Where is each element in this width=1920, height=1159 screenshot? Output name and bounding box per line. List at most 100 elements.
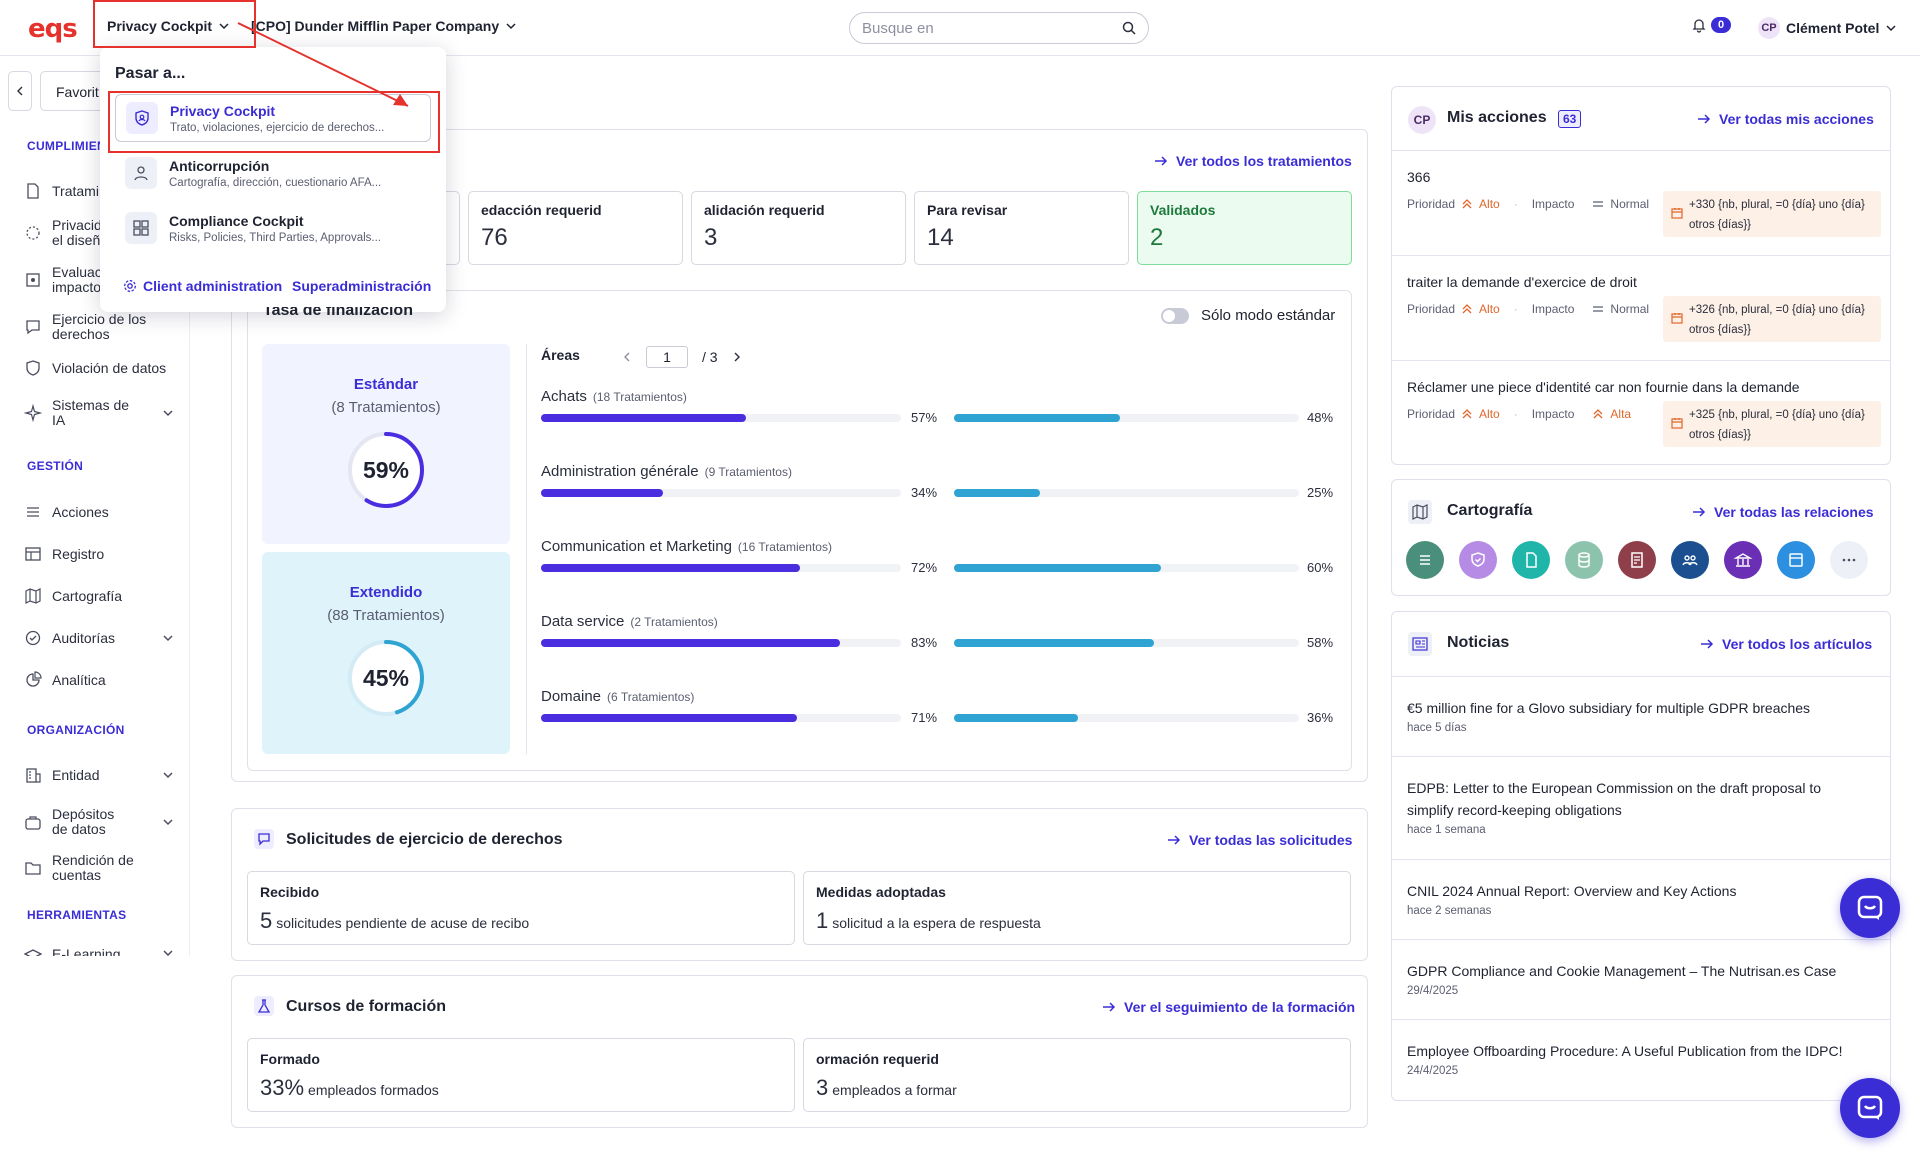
training-required-box[interactable]: ormación requerid 3 empleados a formar <box>803 1038 1351 1112</box>
superadministration-link[interactable]: Superadministración <box>292 278 432 294</box>
trained-box[interactable]: Formado 33% empleados formados <box>247 1038 795 1112</box>
database-icon[interactable] <box>1565 541 1603 579</box>
sidebar-item-acciones[interactable]: Acciones <box>24 503 174 521</box>
dropdown-item-privacy-cockpit[interactable]: Privacy Cockpit Trato, violaciones, ejerc… <box>115 94 431 142</box>
view-all-actions-link[interactable]: Ver todas mis acciones <box>1697 111 1874 127</box>
help-chat-button[interactable] <box>1840 878 1900 938</box>
action-deadline-text: +325 {nb, plural, =0 {día} uno {día} otr… <box>1689 409 1865 441</box>
area-extended-fill <box>954 714 1079 722</box>
page-total: / 3 <box>702 349 718 365</box>
stat-value: 14 <box>927 224 954 251</box>
avatar: CP <box>1408 106 1436 134</box>
sidebar-item-tratamientos[interactable]: Tratami <box>24 182 174 200</box>
stat-redaccion-requerida[interactable]: edacción requerid 76 <box>468 191 683 265</box>
chevron-right-icon[interactable] <box>732 352 742 362</box>
view-all-requests-link[interactable]: Ver todas las solicitudes <box>1167 832 1352 848</box>
area-row[interactable]: Domaine (6 Tratamientos) 71% 36% <box>541 688 1333 728</box>
sidebar-item-registro[interactable]: Registro <box>24 545 174 563</box>
action-deadline-text: +326 {nb, plural, =0 {día} uno {día} otr… <box>1689 304 1865 336</box>
area-standard-percent: 34% <box>911 485 938 500</box>
search-icon[interactable] <box>1122 21 1136 35</box>
page-input[interactable]: 1 <box>646 346 688 368</box>
bell-icon[interactable] <box>1691 17 1707 33</box>
standard-mode-toggle-row: Sólo modo estándar <box>1161 307 1335 324</box>
user-menu[interactable]: CP Clément Potel <box>1758 17 1897 39</box>
sidebar-item-label: Entidad <box>52 766 100 783</box>
client-administration-link[interactable]: Client administration <box>123 278 282 294</box>
stat-validados[interactable]: Validados 2 <box>1137 191 1352 265</box>
sidebar-item-label: Analítica <box>52 671 106 688</box>
impact-value: Normal <box>1610 197 1650 211</box>
notifications[interactable]: 0 <box>1691 17 1732 33</box>
news-item[interactable]: CNIL 2024 Annual Report: Overview and Ke… <box>1391 859 1891 939</box>
action-item[interactable]: traiter la demande d'exercice de droit Pr… <box>1391 255 1891 360</box>
sidebar-item-analitica[interactable]: Analítica <box>24 671 174 689</box>
news-item[interactable]: EDPB: Letter to the European Commission … <box>1391 756 1891 859</box>
requests-received-box[interactable]: Recibido 5 solicitudes pendiente de acuse… <box>247 871 795 945</box>
institution-icon[interactable] <box>1724 541 1762 579</box>
sidebar-item-evaluacion-impacto[interactable]: Evaluac impacto <box>24 265 174 295</box>
annotation-highlight-privacy-cockpit <box>108 91 440 153</box>
action-item[interactable]: Réclamer une piece d'identité car non fo… <box>1391 360 1891 465</box>
chevron-down-icon <box>163 410 173 417</box>
news-item[interactable]: GDPR Compliance and Cookie Management – … <box>1391 939 1891 1019</box>
area-row[interactable]: Administration générale (9 Tratamientos) 3… <box>541 463 1333 503</box>
extended-subtitle: (88 Tratamientos) <box>327 607 445 624</box>
area-row[interactable]: Communication et Marketing (16 Tratamient… <box>541 538 1333 578</box>
trained-label: Formado <box>260 1051 320 1067</box>
priority-label: Prioridad <box>1407 197 1456 211</box>
news-item[interactable]: Employee Offboarding Procedure: A Useful… <box>1391 1019 1891 1101</box>
standard-percent: 59% <box>362 457 410 483</box>
window-icon[interactable] <box>1777 541 1815 579</box>
action-meta: Prioridad Alto · Impacto Normal <box>1407 197 1650 211</box>
stat-label: alidación requerid <box>704 202 825 218</box>
standard-mode-toggle[interactable] <box>1161 307 1189 324</box>
view-training-tracking-link[interactable]: Ver el seguimiento de la formación <box>1102 999 1355 1015</box>
view-all-treatments-link[interactable]: Ver todos los tratamientos <box>1154 153 1352 169</box>
requests-measures-box[interactable]: Medidas adoptadas 1 solicitud a la espera… <box>803 871 1351 945</box>
view-all-articles-link[interactable]: Ver todos los artículos <box>1700 636 1872 652</box>
avatar: CP <box>1758 17 1780 39</box>
chevron-down-icon <box>163 819 173 826</box>
stat-para-revisar[interactable]: Para revisar 14 <box>914 191 1129 265</box>
help-chat-button-secondary[interactable] <box>1840 1078 1900 1138</box>
news-item[interactable]: €5 million fine for a Glovo subsidiary f… <box>1391 676 1891 756</box>
section-cumplimiento: CUMPLIMIEN <box>27 139 106 153</box>
completion-rate-title-text: Tasa de finalización <box>263 307 413 319</box>
app-selector[interactable]: Privacy Cockpit <box>107 18 230 34</box>
eqs-logo[interactable]: eqs <box>28 14 78 44</box>
more-icon[interactable] <box>1830 541 1868 579</box>
stat-validacion-requerida[interactable]: alidación requerid 3 <box>691 191 906 265</box>
action-title: 366 <box>1407 169 1431 185</box>
action-item[interactable]: 366 Prioridad Alto · Impacto Normal +330 {nb, … <box>1391 150 1891 255</box>
sidebar-item-cartografia[interactable]: Cartografía <box>24 587 174 605</box>
dropdown-item-compliance-cockpit[interactable]: Compliance Cockpit Risks, Policies, Third… <box>115 204 431 252</box>
sidebar-item-depositos-datos[interactable]: Depósitos de datos <box>24 807 174 837</box>
sidebar-item-violacion-datos[interactable]: Violación de datos <box>24 359 174 377</box>
sidebar-item-sistemas-ia[interactable]: Sistemas de IA <box>24 398 174 428</box>
sidebar-item-auditorias[interactable]: Auditorías <box>24 629 174 647</box>
standard-mode-toggle-label: Sólo modo estándar <box>1201 307 1336 324</box>
area-row[interactable]: Achats (18 Tratamientos) 57% 48% <box>541 388 1333 428</box>
people-icon[interactable] <box>1671 541 1709 579</box>
chevron-down-icon <box>1886 25 1896 32</box>
company-selector[interactable]: [CPO] Dunder Mifflin Paper Company <box>251 18 517 34</box>
area-row[interactable]: Data service (2 Tratamientos) 83% 58% <box>541 613 1333 653</box>
sidebar-item-entidad[interactable]: Entidad <box>24 766 174 784</box>
view-all-relations-link[interactable]: Ver todas las relaciones <box>1692 504 1874 520</box>
report-icon[interactable] <box>1618 541 1656 579</box>
search-input[interactable]: Busque en <box>849 12 1149 44</box>
dropdown-item-anticorrupcion[interactable]: Anticorrupción Cartografía, dirección, cu… <box>115 149 431 197</box>
sidebar-item-privacidad-diseno[interactable]: Privacida el diseñ <box>24 218 174 248</box>
requests-received-text: solicitudes pendiente de acuse de recibo <box>276 915 530 931</box>
area-extended-fill <box>954 414 1120 422</box>
chevron-left-icon[interactable] <box>622 352 632 362</box>
list-icon[interactable] <box>1406 541 1444 579</box>
rights-requests-card: Solicitudes de ejercicio de derechos Ver… <box>231 808 1368 961</box>
sidebar-item-elearning[interactable]: E-Learning <box>24 947 174 956</box>
document-icon[interactable] <box>1512 541 1550 579</box>
shield-check-icon[interactable] <box>1459 541 1497 579</box>
sidebar-item-rendicion-cuentas[interactable]: Rendición de cuentas <box>24 853 174 883</box>
sidebar-item-ejercicio-derechos[interactable]: Ejercicio de los derechos <box>24 312 174 342</box>
collapse-sidebar-button[interactable] <box>8 71 32 111</box>
